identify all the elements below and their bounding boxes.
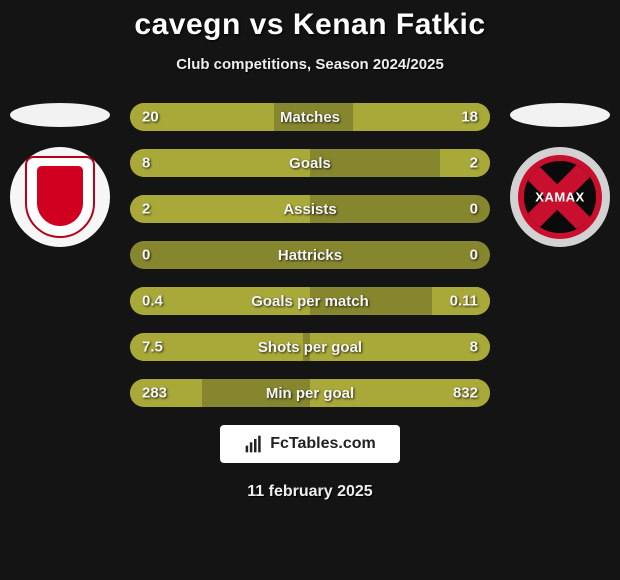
stat-label: Min per goal	[266, 385, 354, 402]
stat-row: 0 0 Hattricks	[130, 241, 490, 269]
flag-left	[10, 103, 110, 127]
stat-value-right: 2	[470, 155, 478, 172]
cross-badge-icon: XAMAX	[518, 155, 602, 239]
stat-value-right: 0	[470, 247, 478, 264]
stat-value-right: 832	[453, 385, 478, 402]
stat-row: 0.4 0.11 Goals per match	[130, 287, 490, 315]
stat-value-left: 7.5	[142, 339, 163, 356]
comparison-panel: XAMAX 2018Matches82Goals20Assists00Hattr…	[0, 103, 620, 413]
stat-value-left: 20	[142, 109, 159, 126]
stat-value-right: 0	[470, 201, 478, 218]
header: cavegn vs Kenan Fatkic Club competitions…	[0, 0, 620, 73]
stat-label: Hattricks	[278, 247, 342, 264]
chart-icon	[244, 434, 264, 454]
stat-value-left: 2	[142, 201, 150, 218]
page-title: cavegn vs Kenan Fatkic	[0, 8, 620, 42]
branding-badge: FcTables.com	[220, 425, 400, 463]
club-crest-left	[10, 147, 110, 247]
stat-row: 8 2 Goals	[130, 149, 490, 177]
stat-label: Goals	[289, 155, 331, 172]
stat-value-left: 8	[142, 155, 150, 172]
stat-label: Assists	[283, 201, 336, 218]
stat-row: 20 18 Matches	[130, 103, 490, 131]
stat-label: Shots per goal	[258, 339, 362, 356]
crest-right-label: XAMAX	[535, 190, 584, 205]
stat-value-left: 0.4	[142, 293, 163, 310]
stat-value-left: 283	[142, 385, 167, 402]
stat-label: Goals per match	[251, 293, 369, 310]
stat-row: 7.5 8 Shots per goal	[130, 333, 490, 361]
stat-bars: 2018Matches82Goals20Assists00Hattricks0.…	[130, 103, 490, 425]
stat-value-left: 0	[142, 247, 150, 264]
bar-fill-right	[440, 149, 490, 177]
shield-icon	[25, 156, 95, 238]
stat-label: Matches	[280, 109, 340, 126]
flag-right	[510, 103, 610, 127]
stat-value-right: 18	[461, 109, 478, 126]
stat-row: 283 832 Min per goal	[130, 379, 490, 407]
stat-value-right: 8	[470, 339, 478, 356]
page-subtitle: Club competitions, Season 2024/2025	[0, 56, 620, 73]
stat-value-right: 0.11	[450, 293, 478, 310]
branding-text: FcTables.com	[270, 435, 376, 453]
club-crest-right: XAMAX	[510, 147, 610, 247]
bar-fill-left	[130, 149, 310, 177]
stat-row: 2 0 Assists	[130, 195, 490, 223]
date-label: 11 february 2025	[0, 483, 620, 501]
